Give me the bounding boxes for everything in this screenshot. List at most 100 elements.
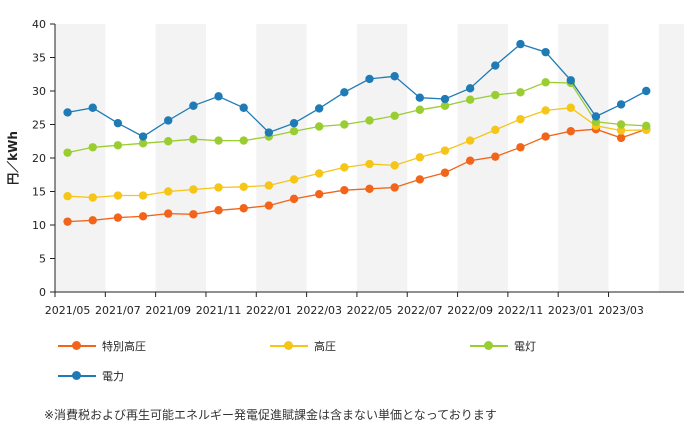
data-point — [491, 125, 500, 135]
y-tick-label: 0 — [39, 286, 46, 299]
data-point — [340, 88, 349, 97]
series-3 — [63, 39, 651, 141]
data-point — [138, 191, 148, 200]
x-tick-label: 2023/01 — [548, 304, 594, 317]
data-point — [390, 161, 399, 170]
data-point — [289, 194, 299, 204]
x-axis: 2021/05 2021/07 2021/09 2021/11 2022/01 2022/… — [45, 291, 684, 317]
data-point — [566, 76, 575, 85]
data-point — [214, 206, 223, 215]
data-point — [113, 213, 123, 222]
legend-swatch — [58, 370, 96, 382]
background-bands — [55, 24, 684, 292]
y-tick-label: 20 — [32, 152, 46, 165]
data-point — [289, 175, 299, 184]
x-tick-label: 2022/07 — [397, 304, 443, 317]
data-point — [616, 133, 626, 143]
legend-label: 電力 — [102, 370, 124, 383]
x-tick-label: 2021/11 — [196, 304, 242, 317]
data-point — [365, 159, 374, 169]
data-point — [239, 103, 248, 112]
data-point — [541, 106, 550, 115]
data-point — [390, 111, 399, 120]
x-tick-label: 2022/11 — [498, 304, 544, 317]
y-tick-label: 5 — [39, 253, 46, 266]
data-point — [88, 193, 97, 202]
legend-label: 電灯 — [514, 340, 536, 353]
data-point — [63, 148, 72, 157]
footnote: ※消費税および再生可能エネルギー発電促進賦課金は含まない単価となっております — [44, 408, 497, 422]
data-point — [189, 135, 198, 144]
plot-area — [63, 39, 651, 226]
series-line — [67, 43, 647, 138]
data-point — [88, 216, 97, 225]
data-point — [138, 212, 148, 221]
data-point — [465, 136, 475, 145]
x-tick-label: 2021/05 — [45, 304, 91, 317]
legend-item-special-high-voltage[interactable]: 特別高圧 — [58, 338, 146, 354]
y-tick-label: 30 — [32, 85, 46, 98]
data-point — [63, 191, 72, 201]
data-point — [138, 132, 148, 141]
data-point — [164, 116, 173, 125]
y-axis-label: 円／kWh — [5, 131, 20, 185]
data-point — [415, 105, 425, 114]
x-tick-label: 2023/03 — [598, 304, 644, 317]
data-point — [390, 183, 399, 192]
data-point — [440, 146, 450, 155]
data-point — [415, 175, 425, 184]
legend-swatch — [270, 340, 308, 352]
data-point — [340, 163, 349, 172]
legend-swatch — [470, 340, 508, 352]
legend-item-high-voltage[interactable]: 高圧 — [270, 338, 336, 354]
data-point — [314, 122, 324, 131]
data-point — [314, 169, 324, 178]
y-tick-label: 25 — [32, 119, 46, 132]
data-point — [113, 118, 123, 128]
x-tick-label: 2022/05 — [347, 304, 393, 317]
band — [457, 24, 508, 292]
data-point — [566, 103, 575, 112]
data-point — [365, 116, 374, 125]
x-tick-label: 2021/07 — [95, 304, 141, 317]
legend-item-power[interactable]: 電力 — [58, 368, 124, 384]
data-point — [440, 101, 450, 110]
data-point — [264, 181, 274, 190]
data-point — [63, 217, 72, 226]
data-point — [113, 141, 123, 150]
data-point — [415, 153, 425, 162]
y-axis: 0 5 10 15 20 25 30 35 40 — [32, 18, 56, 299]
data-point — [63, 108, 72, 117]
data-point — [264, 201, 274, 210]
x-tick-label: 2022/09 — [447, 304, 493, 317]
band — [658, 24, 684, 292]
data-point — [616, 100, 626, 109]
y-tick-label: 35 — [32, 52, 46, 65]
data-point — [164, 209, 173, 218]
data-point — [340, 120, 349, 129]
data-point — [390, 72, 399, 81]
data-point — [88, 143, 97, 152]
series-1 — [63, 103, 651, 202]
data-point — [616, 120, 626, 129]
data-point — [314, 189, 324, 199]
data-point — [491, 90, 500, 100]
data-point — [465, 95, 475, 104]
data-point — [239, 204, 248, 213]
data-point — [616, 126, 626, 135]
x-tick-label: 2021/09 — [145, 304, 191, 317]
data-point — [214, 136, 223, 145]
y-tick-label: 40 — [32, 18, 46, 31]
data-point — [138, 139, 148, 148]
legend-item-lighting[interactable]: 電灯 — [470, 338, 536, 354]
data-point — [340, 185, 349, 195]
data-point — [491, 152, 500, 161]
x-tick-label: 2022/01 — [246, 304, 292, 317]
data-point — [465, 156, 475, 165]
data-point — [365, 74, 374, 84]
series-0 — [63, 124, 651, 226]
band — [356, 24, 408, 292]
data-point — [189, 210, 198, 219]
